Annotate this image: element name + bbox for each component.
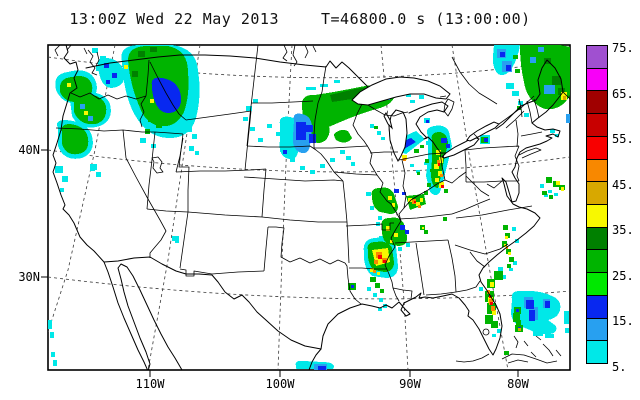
colorbar-cell <box>586 272 608 296</box>
st-lawrence-river <box>451 56 535 125</box>
lat-label-30n: 30N <box>18 270 40 284</box>
lake-ontario <box>466 121 500 142</box>
lake-huron <box>408 101 449 154</box>
colorbar-cell <box>586 90 608 115</box>
mississippi-river <box>352 103 402 302</box>
echo-red-layer <box>378 163 493 305</box>
lake-superior <box>351 76 451 106</box>
colorbar-tick-label: 15. <box>612 314 634 329</box>
colorbar-tick-label: 25. <box>612 268 634 283</box>
colorbar-cell <box>586 45 608 69</box>
mexico-border <box>103 256 322 350</box>
colorbar-tick-label: 5. <box>612 360 627 374</box>
colorbar-tick-label: 45. <box>612 177 634 192</box>
colorbar-cell <box>586 249 608 274</box>
ohio-river <box>398 171 467 222</box>
canada-border <box>85 54 369 88</box>
lon-label-110w: 110W <box>135 377 165 391</box>
colorbar-cell <box>586 204 608 228</box>
mexico-east-coast <box>308 348 322 370</box>
baja-california <box>103 261 183 370</box>
colorbar-tick-label: 55. <box>612 132 634 147</box>
colorbar-cell <box>586 158 608 183</box>
georgian-bay <box>443 98 455 117</box>
cuba-bahamas <box>501 335 562 364</box>
colorbar-cell <box>586 181 608 206</box>
echo-blue-layer <box>104 52 550 370</box>
lon-label-90w: 90W <box>399 377 421 391</box>
colorbar-cell <box>586 226 608 251</box>
colorbar-cell <box>586 317 608 342</box>
colorbar <box>586 45 608 365</box>
colorbar-cell <box>586 135 608 160</box>
canadian-lakes <box>282 45 317 67</box>
lat-label-40n: 40N <box>18 143 40 157</box>
axis-ticks <box>41 149 519 377</box>
colorbar-cell <box>586 113 608 137</box>
colorbar-tick-label: 65. <box>612 86 634 101</box>
colorbar-tick-label: 75. <box>612 41 634 55</box>
colorbar-cell <box>586 67 608 92</box>
geography <box>52 45 570 370</box>
lon-label-80w: 80W <box>507 377 529 391</box>
lon-label-100w: 100W <box>265 377 295 391</box>
colorbar-cell <box>586 340 608 365</box>
title-timestamp: 13:00Z Wed 22 May 2013 <box>69 10 279 28</box>
florida-keys <box>455 353 490 363</box>
colorbar-labels: 75. 65. 55. 45. 35. 25. 15. 5. <box>612 41 640 373</box>
long-island <box>518 147 542 159</box>
state-borders <box>55 45 543 336</box>
title-bar: 13:00Z Wed 22 May 2013 T=46800.0 s (13:0… <box>0 10 600 28</box>
echo-gold-layer <box>518 96 566 331</box>
puget-sound <box>54 45 100 76</box>
green-bay <box>383 112 393 130</box>
gulf-atlantic-coast <box>320 59 564 356</box>
colorbar-cell <box>586 294 608 319</box>
colorbar-tick-label: 35. <box>612 223 634 238</box>
radar-echoes <box>48 45 570 370</box>
title-model-time: T=46800.0 s (13:00:00) <box>321 10 531 28</box>
